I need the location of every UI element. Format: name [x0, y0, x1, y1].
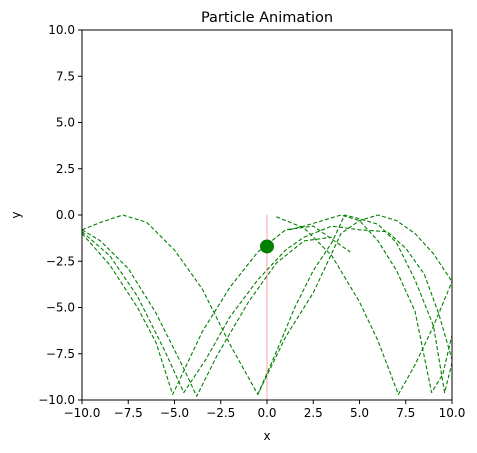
y-tick-label: 7.5 [56, 69, 75, 83]
y-tick-label: 2.5 [56, 162, 75, 176]
trajectory-group [82, 214, 452, 400]
x-axis-label: x [263, 429, 270, 443]
plot-frame [81, 29, 453, 401]
y-tick-label: −2.5 [46, 254, 75, 268]
x-tick-label: −10.0 [64, 406, 101, 420]
trajectory-line [82, 231, 305, 394]
x-tick-label: 5.0 [350, 406, 369, 420]
trajectory-line [276, 216, 452, 395]
y-tick-label: 10.0 [48, 23, 75, 37]
y-axis-ticks: −10.0 −7.5 −5.0 −2.5 0.0 2.5 5.0 7.5 10.0 [38, 23, 82, 407]
x-tick-label: 7.5 [396, 406, 415, 420]
y-tick-label: 0.0 [56, 208, 75, 222]
x-tick-label: −5.0 [160, 406, 189, 420]
x-tick-label: 2.5 [304, 406, 323, 420]
y-tick-label: 5.0 [56, 116, 75, 130]
trajectory-line [82, 214, 452, 395]
x-axis-ticks: −10.0 −7.5 −5.0 −2.5 0.0 2.5 5.0 7.5 10.0 [64, 400, 466, 420]
x-tick-label: −2.5 [206, 406, 235, 420]
particle-marker [260, 239, 274, 254]
plot-area [82, 214, 452, 400]
x-tick-label: 0.0 [257, 406, 276, 420]
trajectory-line [82, 229, 332, 397]
x-tick-label: 10.0 [439, 406, 466, 420]
trajectory-line [257, 214, 452, 395]
y-tick-label: −5.0 [46, 301, 75, 315]
trajectory-line [289, 214, 452, 394]
trajectory-line [82, 225, 351, 395]
x-tick-label: −7.5 [114, 406, 143, 420]
y-axis-label: y [9, 211, 23, 218]
chart-title: Particle Animation [201, 10, 333, 26]
y-tick-label: −10.0 [38, 393, 75, 407]
trajectory-line [303, 225, 452, 360]
y-tick-label: −7.5 [46, 347, 75, 361]
